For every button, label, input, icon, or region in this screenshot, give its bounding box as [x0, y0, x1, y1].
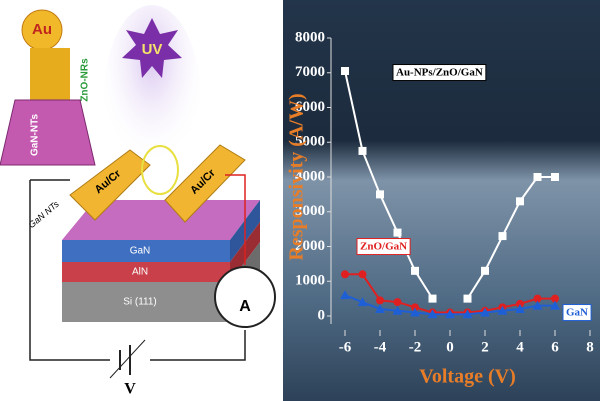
- y-tick-label: 7000: [295, 64, 325, 80]
- marker: [393, 228, 402, 237]
- x-tick-label: -2: [409, 339, 422, 355]
- marker: [515, 304, 525, 314]
- contact-right: [164, 144, 246, 223]
- y-tick-label: 6000: [295, 99, 325, 115]
- x-tick-label: 8: [586, 339, 594, 355]
- gan-layer: [62, 240, 230, 262]
- chart: 0 1000 2000 3000 4000 5000 6000 7000 8000 -6 -4 -2 0…: [286, 29, 594, 387]
- marker: [481, 266, 489, 275]
- marker: [358, 146, 367, 155]
- highlight: [141, 145, 179, 195]
- marker: [358, 270, 367, 279]
- marker: [445, 309, 455, 319]
- marker: [480, 307, 490, 317]
- ammeter-label: A: [239, 298, 251, 315]
- au-label: Au: [32, 21, 52, 38]
- x-tick-label: 2: [481, 339, 489, 355]
- aln-label: AlN: [132, 267, 148, 278]
- si-layer: [62, 282, 230, 322]
- marker: [357, 297, 368, 307]
- aln-layer: [62, 262, 230, 282]
- x-axis-label: Voltage (V): [419, 366, 515, 388]
- legend-box: [562, 304, 592, 322]
- x-tick-label: 0: [446, 339, 454, 355]
- marker: [550, 300, 560, 310]
- y-tick-label: 2000: [295, 238, 325, 254]
- contact-left: [69, 149, 151, 221]
- marker: [462, 309, 473, 319]
- legend-label: Au-NPs/ZnO/GaN: [396, 67, 483, 79]
- marker: [340, 290, 350, 300]
- y-tick-label: 1000: [295, 273, 325, 289]
- uv-star: [122, 18, 182, 78]
- zno-label: ZnO-NRs: [80, 58, 91, 102]
- y-tick-label: 3000: [295, 203, 325, 219]
- ammeter: [214, 266, 276, 328]
- marker: [533, 294, 542, 303]
- wire: [150, 330, 246, 361]
- marker: [551, 294, 559, 303]
- marker: [516, 197, 524, 206]
- gan-nt-label: GaN-NTs: [30, 114, 41, 156]
- battery-arrow: [109, 339, 146, 379]
- y-tick-label: 0: [318, 307, 326, 323]
- marker: [410, 307, 420, 317]
- x-tick-label: 6: [551, 339, 559, 355]
- marker: [551, 173, 559, 181]
- marker: [393, 298, 402, 307]
- marker: [463, 294, 472, 303]
- marker: [341, 270, 349, 279]
- wire: [225, 174, 246, 265]
- voltage-source-label: V: [124, 381, 136, 398]
- gan-label: GaN: [130, 246, 151, 257]
- nanotube: [0, 99, 96, 166]
- uv-label: UV: [142, 41, 163, 58]
- legend-box: [356, 238, 411, 256]
- legend-box: [392, 64, 487, 82]
- marker: [533, 173, 542, 181]
- nt-layer: [62, 200, 260, 240]
- marker: [341, 67, 349, 76]
- y-tick-label: 8000: [295, 29, 325, 45]
- marker: [376, 296, 384, 305]
- nanorods: [30, 48, 70, 103]
- marker: [411, 303, 419, 312]
- legend-label: ZnO/GaN: [360, 241, 407, 253]
- si-label: Si (111): [123, 297, 157, 308]
- marker: [428, 294, 437, 303]
- marker: [375, 304, 385, 314]
- wire: [29, 180, 110, 361]
- y-tick-label: 4000: [295, 168, 325, 184]
- device-diagram: UV Au ZnO-NRs GaN-NTs GaN AlN Si (111) A…: [0, 5, 276, 398]
- marker: [516, 299, 524, 308]
- gan-nts-callout: GaN NTs: [26, 199, 61, 231]
- y-axis-label: Responsivity (A/W): [286, 93, 308, 260]
- marker: [498, 232, 507, 241]
- x-tick-label: 4: [516, 339, 524, 355]
- marker: [392, 305, 403, 315]
- x-tick-label: -4: [374, 339, 387, 355]
- marker: [411, 266, 419, 275]
- uv-glow: [104, 5, 200, 185]
- marker: [497, 305, 508, 315]
- legend-label: GaN: [566, 307, 588, 319]
- marker: [427, 309, 438, 319]
- y-tick-label: 5000: [295, 134, 325, 150]
- marker: [376, 190, 384, 199]
- x-tick-label: -6: [339, 339, 352, 355]
- marker: [532, 300, 543, 310]
